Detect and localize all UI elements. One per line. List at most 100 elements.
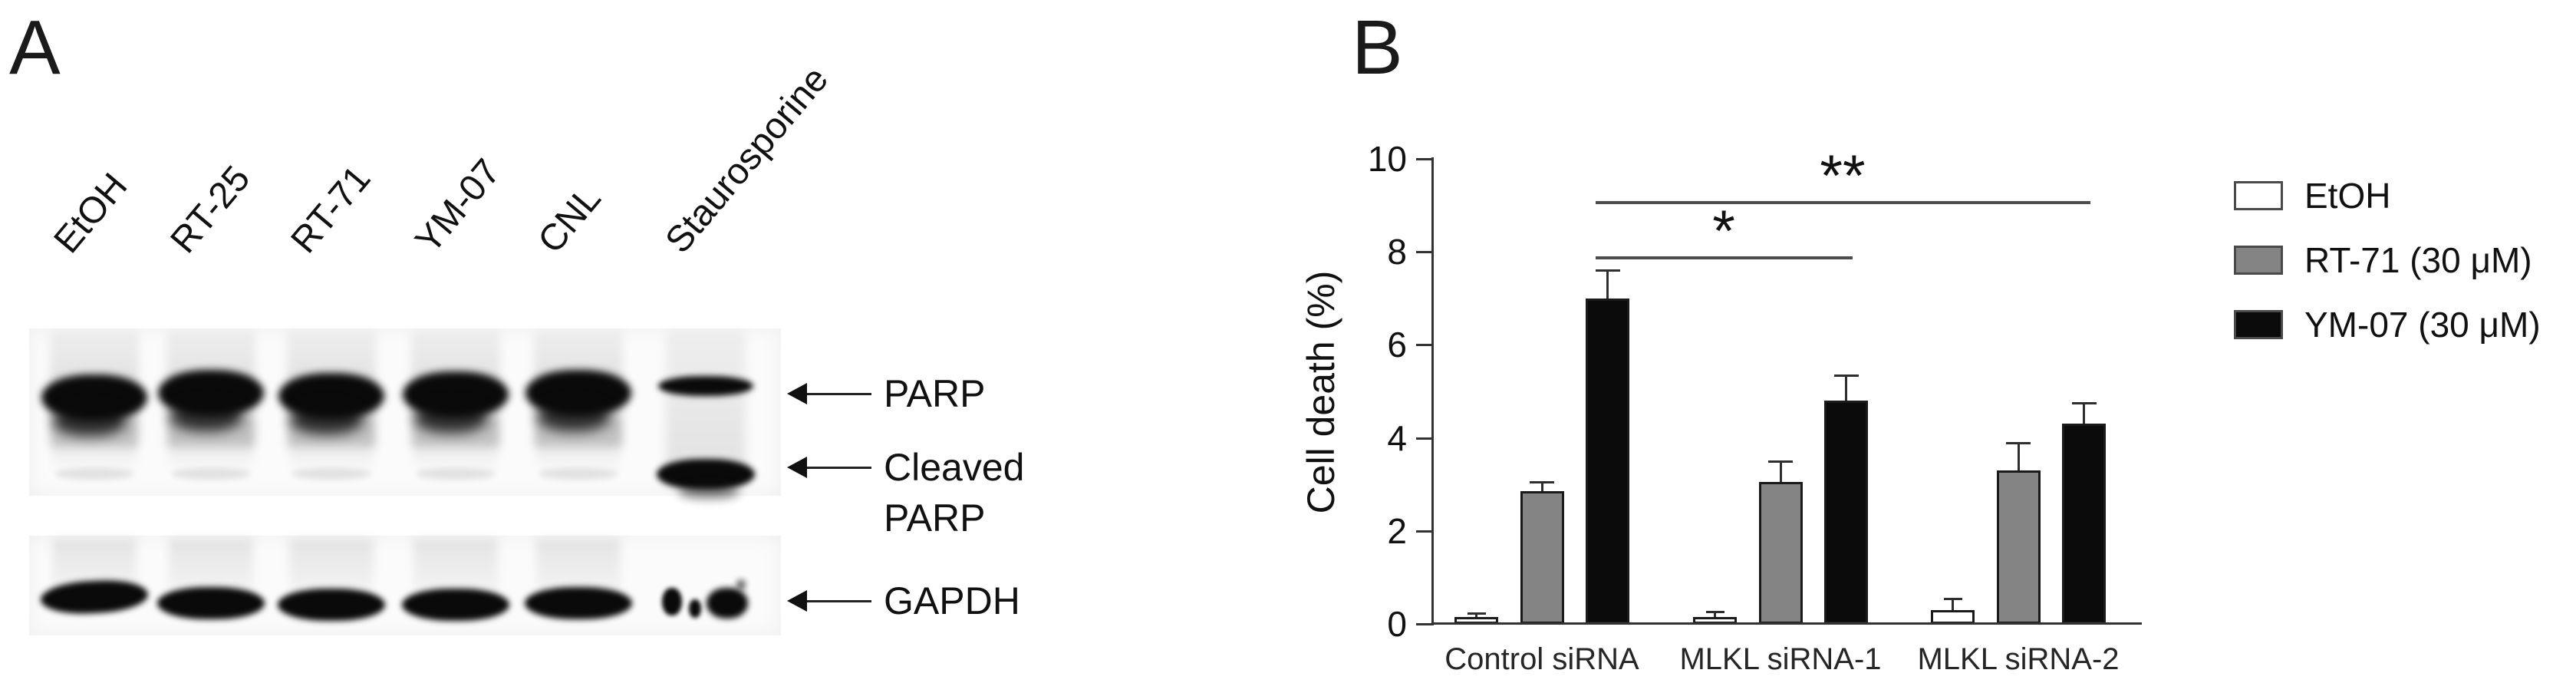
legend-item-ym07: YM-07 (30 μM) bbox=[2234, 304, 2541, 345]
significance-stars: * bbox=[1712, 199, 1735, 265]
marker-label-parp: PARP bbox=[884, 372, 986, 415]
y-tick-label: 8 bbox=[1387, 232, 1407, 272]
gapdh-arrow-icon bbox=[787, 590, 871, 612]
western-blot-parp bbox=[29, 328, 781, 496]
legend-item-rt71: RT-71 (30 μM) bbox=[2234, 239, 2532, 281]
blot-band bbox=[525, 587, 632, 619]
bar-MLKL siRNA-2-YM-07 (30 μM) bbox=[2062, 424, 2106, 624]
blot-band bbox=[678, 485, 740, 499]
y-axis-title: Cell death (%) bbox=[1300, 270, 1342, 514]
category-label-mlkl-sirna-1: MLKL siRNA-1 bbox=[1679, 642, 1882, 676]
x-axis bbox=[1431, 622, 2142, 625]
arrow-line bbox=[807, 392, 871, 395]
error-bar-cap bbox=[1467, 612, 1486, 615]
blot-band bbox=[658, 376, 753, 396]
lane-label-etoh: EtOH bbox=[46, 166, 136, 261]
lane-label-rt-25: RT-25 bbox=[163, 158, 259, 261]
blot-band bbox=[157, 587, 265, 619]
blot-band bbox=[292, 467, 371, 480]
blot-band bbox=[539, 467, 618, 480]
error-bar-cap bbox=[1530, 481, 1554, 484]
panel-a-label: A bbox=[9, 5, 61, 91]
parp-arrow-icon bbox=[787, 383, 871, 404]
blot-band bbox=[278, 589, 385, 621]
significance-stars: ** bbox=[1820, 143, 1866, 209]
lane-label-cnl: CNL bbox=[530, 178, 609, 261]
legend-swatch-rt71 bbox=[2234, 246, 2283, 275]
lane-label-rt-71: RT-71 bbox=[283, 158, 379, 261]
lane-smear bbox=[169, 539, 253, 592]
arrow-line bbox=[807, 599, 871, 602]
error-bar-stem bbox=[1606, 270, 1609, 299]
error-bar-cap bbox=[1705, 610, 1724, 613]
blot-band bbox=[54, 467, 134, 480]
error-bar-cap bbox=[1595, 269, 1620, 272]
error-bar-stem bbox=[1540, 482, 1543, 492]
bar-MLKL siRNA-2-RT-71 (30 μM) bbox=[1996, 470, 2041, 624]
arrow-head-icon bbox=[787, 457, 807, 478]
legend-swatch-etoh bbox=[2234, 181, 2283, 210]
error-bar-cap bbox=[1768, 460, 1793, 463]
lane-smear bbox=[536, 539, 621, 592]
error-bar-stem bbox=[1714, 611, 1716, 617]
y-axis-tick bbox=[1416, 158, 1431, 160]
error-bar-cap bbox=[1943, 597, 1962, 600]
significance-line bbox=[1595, 200, 2090, 204]
blot-band bbox=[171, 467, 251, 480]
blot-band bbox=[662, 588, 682, 615]
y-axis-tick bbox=[1416, 623, 1431, 625]
error-bar-stem bbox=[1779, 460, 1782, 483]
legend-label-ym07: YM-07 (30 μM) bbox=[2304, 305, 2541, 345]
lane-label-ym-07: YM-07 bbox=[407, 151, 509, 261]
y-tick-label: 0 bbox=[1387, 604, 1407, 644]
legend-label-rt71: RT-71 (30 μM) bbox=[2304, 240, 2532, 280]
y-tick-label: 2 bbox=[1387, 510, 1407, 551]
blot-band bbox=[736, 579, 746, 590]
y-axis-tick bbox=[1416, 344, 1431, 347]
bar-MLKL siRNA-1-RT-71 (30 μM) bbox=[1758, 482, 1803, 624]
category-label-control-sirna: Control siRNA bbox=[1444, 642, 1639, 676]
y-tick-label: 10 bbox=[1367, 139, 1407, 179]
error-bar-cap bbox=[1833, 374, 1859, 377]
marker-label-gapdh: GAPDH bbox=[884, 579, 1020, 622]
blot-band bbox=[414, 402, 488, 433]
western-blot-gapdh bbox=[29, 536, 781, 635]
arrow-line bbox=[807, 466, 871, 469]
error-bar-stem bbox=[1475, 613, 1477, 617]
y-tick-label: 4 bbox=[1387, 417, 1407, 458]
blot-band bbox=[657, 459, 755, 490]
y-axis-tick bbox=[1416, 530, 1431, 533]
bar-Control siRNA-YM-07 (30 μM) bbox=[1586, 299, 1629, 624]
error-bar-stem bbox=[2017, 442, 2020, 471]
y-axis-tick bbox=[1416, 251, 1431, 254]
bar-Control siRNA-RT-71 (30 μM) bbox=[1520, 491, 1564, 624]
error-bar-cap bbox=[2006, 441, 2031, 444]
blot-band bbox=[707, 588, 748, 619]
error-bar-cap bbox=[2071, 402, 2097, 405]
lane-smear bbox=[289, 539, 374, 592]
blot-band bbox=[537, 401, 611, 431]
blot-band bbox=[402, 589, 509, 621]
marker-label-cleaved-parp: Cleaved PARP bbox=[884, 446, 1025, 539]
error-bar-stem bbox=[1845, 374, 1847, 401]
arrow-head-icon bbox=[787, 383, 807, 404]
error-bar-stem bbox=[2083, 403, 2085, 424]
significance-line bbox=[1595, 256, 1853, 260]
legend-swatch-ym07 bbox=[2234, 310, 2283, 339]
error-bar-stem bbox=[1952, 598, 1954, 610]
y-axis bbox=[1431, 157, 1434, 625]
cleaved-parp-arrow-icon bbox=[787, 457, 871, 478]
blot-band bbox=[53, 405, 127, 436]
blot-band bbox=[689, 599, 701, 618]
category-label-mlkl-sirna-2: MLKL siRNA-2 bbox=[1917, 642, 2120, 676]
lane-label-staurosporine: Staurosporine bbox=[657, 58, 837, 262]
arrow-head-icon bbox=[787, 590, 807, 612]
legend-item-etoh: EtOH bbox=[2234, 175, 2390, 216]
legend-label-etoh: EtOH bbox=[2304, 176, 2391, 216]
y-tick-label: 6 bbox=[1387, 325, 1407, 365]
y-axis-tick bbox=[1416, 437, 1431, 440]
panel-b-label: B bbox=[1352, 5, 1403, 91]
bar-MLKL siRNA-1-YM-07 (30 μM) bbox=[1824, 401, 1868, 624]
blot-band bbox=[290, 404, 364, 434]
